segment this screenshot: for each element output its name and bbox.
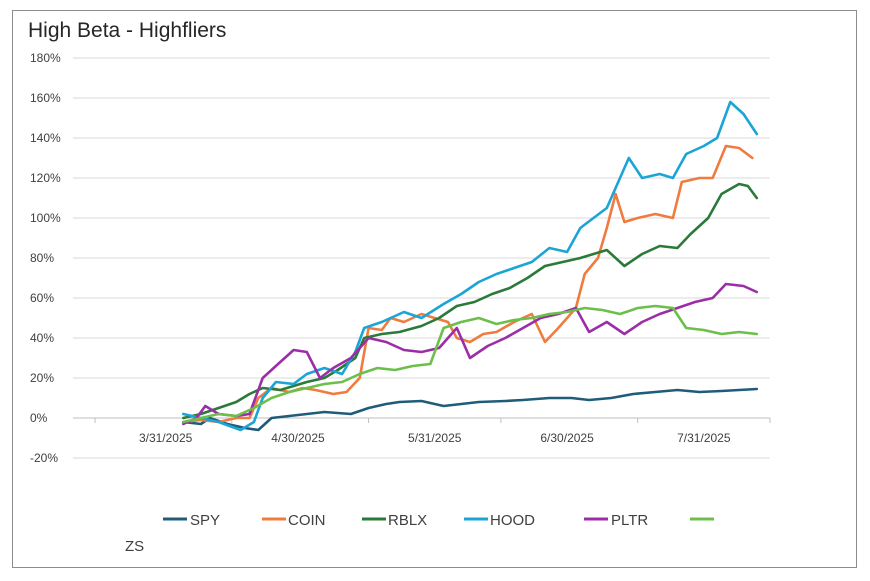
series-line-coin	[182, 144, 754, 424]
legend-label-spy: SPY	[190, 512, 220, 529]
series-line-pltr	[182, 282, 759, 426]
y-tick-label: 20%	[30, 371, 54, 385]
legend-label-rblx: RBLX	[388, 512, 427, 529]
legend-label-coin: COIN	[288, 512, 326, 529]
legend-label-pltr: PLTR	[611, 512, 648, 529]
y-tick-label: 40%	[30, 331, 54, 345]
y-tick-label: 160%	[30, 91, 61, 105]
x-tick-label: 4/30/2025	[271, 431, 325, 445]
chart-frame: High Beta - Highfliers	[12, 10, 857, 568]
y-tick-label: -20%	[30, 451, 58, 465]
series-line-rblx	[182, 182, 759, 420]
y-tick-label: 180%	[30, 51, 61, 65]
y-tick-label: 0%	[30, 411, 48, 425]
legend-label-hood: HOOD	[490, 512, 535, 529]
x-tick-label: 6/30/2025	[540, 431, 594, 445]
series-line-hood	[182, 100, 759, 432]
x-tick-label: 3/31/2025	[139, 431, 193, 445]
series-line-spy	[182, 387, 759, 432]
x-tick-label: 5/31/2025	[408, 431, 462, 445]
y-tick-label: 60%	[30, 291, 54, 305]
legend-label-zs: ZS	[125, 538, 144, 555]
chart-title: High Beta - Highfliers	[28, 19, 227, 42]
y-tick-label: 100%	[30, 211, 61, 225]
y-tick-label: 140%	[30, 131, 61, 145]
x-tick-label: 7/31/2025	[677, 431, 731, 445]
y-tick-label: 120%	[30, 171, 61, 185]
series-line-zs	[182, 304, 759, 424]
y-tick-label: 80%	[30, 251, 54, 265]
